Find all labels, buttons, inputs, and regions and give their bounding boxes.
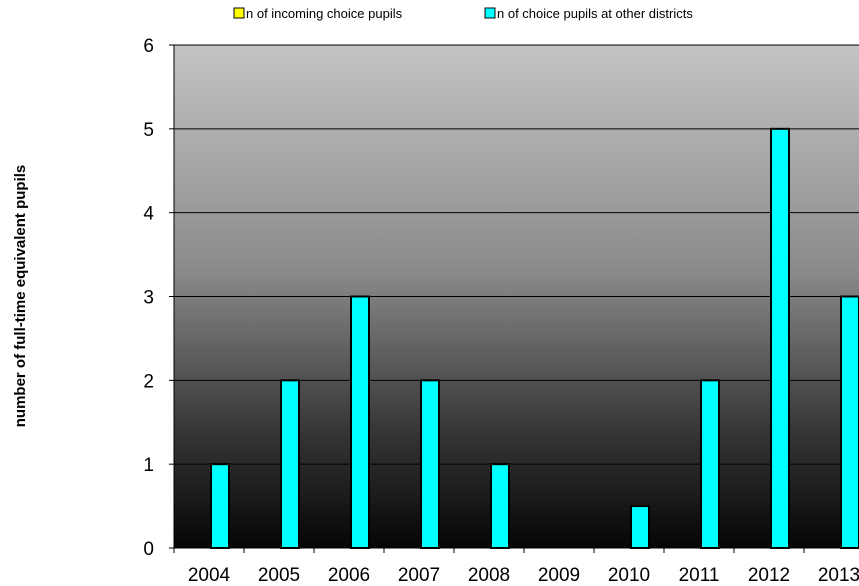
bar-other-districts-2006 (350, 295, 370, 549)
y-ticks: 0 1 2 3 4 5 6 (143, 36, 174, 560)
x-tick-label: 2007 (398, 565, 440, 586)
x-tick-label: 2006 (328, 565, 370, 586)
legend-swatch-incoming (233, 7, 245, 19)
x-tick-label: 2011 (679, 565, 720, 586)
y-axis-label: number of full-time equivalent pupils (12, 165, 29, 428)
bar-other-districts-2012 (770, 127, 790, 549)
legend: n of incoming choice pupils n of choice … (233, 6, 693, 21)
bar-other-districts-2004 (210, 463, 230, 549)
bar-other-districts-2007 (420, 379, 440, 550)
bar-other-districts-2013 (840, 295, 859, 549)
y-tick-label: 3 (143, 288, 154, 309)
y-tick-label: 2 (143, 371, 154, 392)
y-tick-label: 0 (143, 539, 154, 560)
x-tick-label: 2004 (188, 565, 231, 586)
bar-other-districts-2005 (280, 379, 300, 550)
y-tick-label: 4 (143, 204, 154, 225)
x-tick-label: 2005 (258, 565, 300, 586)
x-tick-label: 2008 (468, 565, 510, 586)
x-ticks: 2004 2005 2006 2007 2008 2009 2010 2011 2012 2013 (173, 548, 859, 586)
legend-label-incoming: n of incoming choice pupils (246, 6, 403, 21)
x-tick-label: 2013 (818, 565, 859, 586)
bars (210, 127, 859, 550)
y-tick-label: 5 (143, 120, 154, 141)
bar-other-districts-2008 (490, 463, 510, 549)
bar-other-districts-2010 (630, 505, 650, 550)
legend-swatch-other-districts (484, 7, 496, 19)
y-tick-label: 1 (143, 455, 154, 476)
y-tick-label: 6 (143, 36, 154, 57)
legend-label-other-districts: n of choice pupils at other districts (497, 6, 693, 21)
x-tick-label: 2010 (608, 565, 650, 586)
x-tick-label: 2012 (748, 565, 790, 586)
x-tick-label: 2009 (538, 565, 580, 586)
bar-other-districts-2011 (700, 379, 720, 550)
